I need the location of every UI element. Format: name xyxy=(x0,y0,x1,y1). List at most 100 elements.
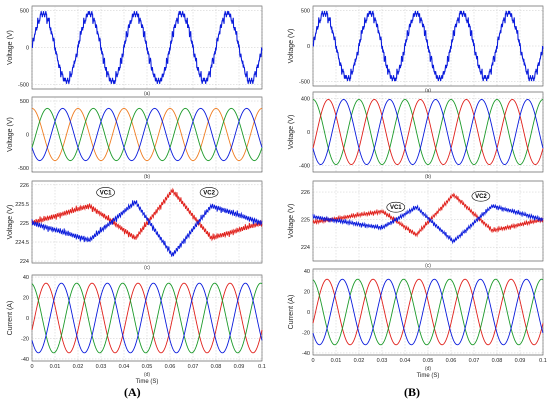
panel-a-b: -500 0 500 Voltage (V) (b) xyxy=(7,96,263,180)
y-tick-label: 0 xyxy=(26,316,29,322)
panel-a-c: 224 224.5 225 225.5 226 Voltage (V) VC1 VC2 (c) xyxy=(7,180,263,271)
annotation-bubble xyxy=(386,201,406,213)
series-line-red xyxy=(312,278,544,346)
series-line-blue xyxy=(312,278,544,346)
y-tick-label: 400 xyxy=(301,97,310,103)
series-line-red xyxy=(312,192,544,238)
x-tick-label: 0.05 xyxy=(142,364,153,370)
panel-a-a: -500 0 500 Voltage (V) (a) xyxy=(7,5,263,97)
y-tick-label: 500 xyxy=(20,8,29,14)
x-tick-label: 0.04 xyxy=(400,358,411,364)
y-tick-label: -500 xyxy=(299,80,310,86)
x-tick-label: 0.02 xyxy=(73,364,84,370)
series-line-red xyxy=(31,282,263,354)
y-tick-label: 224.5 xyxy=(15,240,29,246)
x-tick-label: 0.1 xyxy=(539,358,547,364)
y-axis-label: Voltage (V) xyxy=(288,115,295,150)
y-axis-label: Voltage (V) xyxy=(7,30,14,65)
y-tick-label: 0 xyxy=(307,130,310,136)
x-tick-label: 0.04 xyxy=(119,364,130,370)
annotation-label: VC2 xyxy=(475,194,487,200)
annotation-bubble xyxy=(96,187,115,198)
series-line-blue xyxy=(31,107,263,162)
series-line-blue xyxy=(312,203,544,245)
y-tick-label: -40 xyxy=(21,357,29,363)
y-tick-label: 0 xyxy=(26,133,29,139)
annotation-label: VC1 xyxy=(390,205,402,211)
x-tick-label: 0.08 xyxy=(492,358,503,364)
subpanel-tag: (d) xyxy=(425,366,431,372)
x-tick-label: 0.01 xyxy=(50,364,61,370)
figure-label-a: (A) xyxy=(124,385,141,399)
y-tick-label: 226 xyxy=(20,183,29,189)
x-tick-label: 0.09 xyxy=(515,358,526,364)
y-tick-label: 500 xyxy=(301,8,310,14)
y-tick-label: 225.5 xyxy=(15,202,29,208)
y-axis-label: Voltage (V) xyxy=(7,117,14,152)
annotation-bubble xyxy=(471,190,491,202)
y-axis-label: Current (A) xyxy=(288,295,295,330)
panel-b-b: -400 0 400 Voltage (V) (b) xyxy=(288,91,544,180)
x-tick-label: 0.03 xyxy=(377,358,388,364)
y-tick-label: -20 xyxy=(302,330,310,336)
subpanel-tag: (a) xyxy=(425,88,431,94)
series-line-blue xyxy=(31,282,263,354)
annotation-label: VC2 xyxy=(203,190,215,196)
x-tick-label: 0.07 xyxy=(188,364,199,370)
panel-a-d: -40 -20 0 20 40 0 0.01 0.02 0.03 0.04 0.05 0.06 0.07… xyxy=(7,274,266,385)
figure-label-b: (B) xyxy=(404,385,420,399)
y-tick-label: -400 xyxy=(299,163,310,169)
y-axis-label: Voltage (V) xyxy=(288,204,295,239)
x-tick-label: 0.06 xyxy=(446,358,457,364)
y-tick-label: 0 xyxy=(307,44,310,50)
series-line-green xyxy=(31,282,263,354)
x-tick-label: 0.08 xyxy=(211,364,222,370)
x-tick-label: 0.01 xyxy=(331,358,342,364)
subpanel-tag: (c) xyxy=(425,263,431,269)
x-tick-label: 0.06 xyxy=(165,364,176,370)
y-tick-label: 0 xyxy=(26,46,29,52)
annotation-bubble xyxy=(199,187,219,198)
series-line-blue xyxy=(312,10,544,82)
y-tick-label: -40 xyxy=(302,351,310,357)
series-line-blue xyxy=(31,11,263,84)
y-axis-label: Voltage (V) xyxy=(288,29,295,64)
panel-b-c: 224 225 226 Voltage (V) VC1 VC2 (c) xyxy=(288,180,544,269)
y-tick-label: 40 xyxy=(23,275,29,281)
series-line-blue xyxy=(312,99,544,165)
subpanel-tag: (b) xyxy=(144,174,150,180)
y-tick-label: 224 xyxy=(20,259,29,265)
panel-b-d: -40 -20 0 20 40 0 0.01 0.02 0.03 0.04 0.05 0.06 0.07… xyxy=(288,268,547,379)
x-tick-label: 0.05 xyxy=(423,358,434,364)
series-line-blue xyxy=(31,200,263,257)
x-axis-label: Time (S) xyxy=(136,379,159,385)
x-axis-label: Time (S) xyxy=(417,373,440,379)
series-line-red xyxy=(31,187,263,242)
subpanel-tag: (b) xyxy=(425,174,431,180)
y-tick-label: -500 xyxy=(18,166,29,172)
x-tick-label: 0.09 xyxy=(234,364,245,370)
subpanel-tag: (a) xyxy=(144,91,150,97)
y-tick-label: 225 xyxy=(301,218,310,224)
subpanel-tag: (c) xyxy=(144,265,150,271)
x-tick-label: 0.07 xyxy=(469,358,480,364)
x-tick-label: 0 xyxy=(30,364,33,370)
y-tick-label: 0 xyxy=(307,310,310,316)
annotation-label: VC1 xyxy=(100,190,112,196)
panel-b-a: -500 0 500 Voltage (V) (a) xyxy=(288,5,544,94)
y-axis-label: Current (A) xyxy=(7,301,14,336)
y-tick-label: 225 xyxy=(20,221,29,227)
x-tick-label: 0.02 xyxy=(354,358,365,364)
y-tick-label: 20 xyxy=(304,290,310,296)
subpanel-tag: (d) xyxy=(144,372,150,378)
y-tick-label: 226 xyxy=(301,190,310,196)
y-tick-label: -20 xyxy=(21,336,29,342)
x-tick-label: 0.1 xyxy=(258,364,266,370)
y-tick-label: -500 xyxy=(18,83,29,89)
series-line-green xyxy=(312,278,544,346)
y-tick-label: 20 xyxy=(23,296,29,302)
y-tick-label: 224 xyxy=(301,245,310,251)
x-tick-label: 0 xyxy=(311,358,314,364)
y-axis-label: Voltage (V) xyxy=(7,205,14,240)
